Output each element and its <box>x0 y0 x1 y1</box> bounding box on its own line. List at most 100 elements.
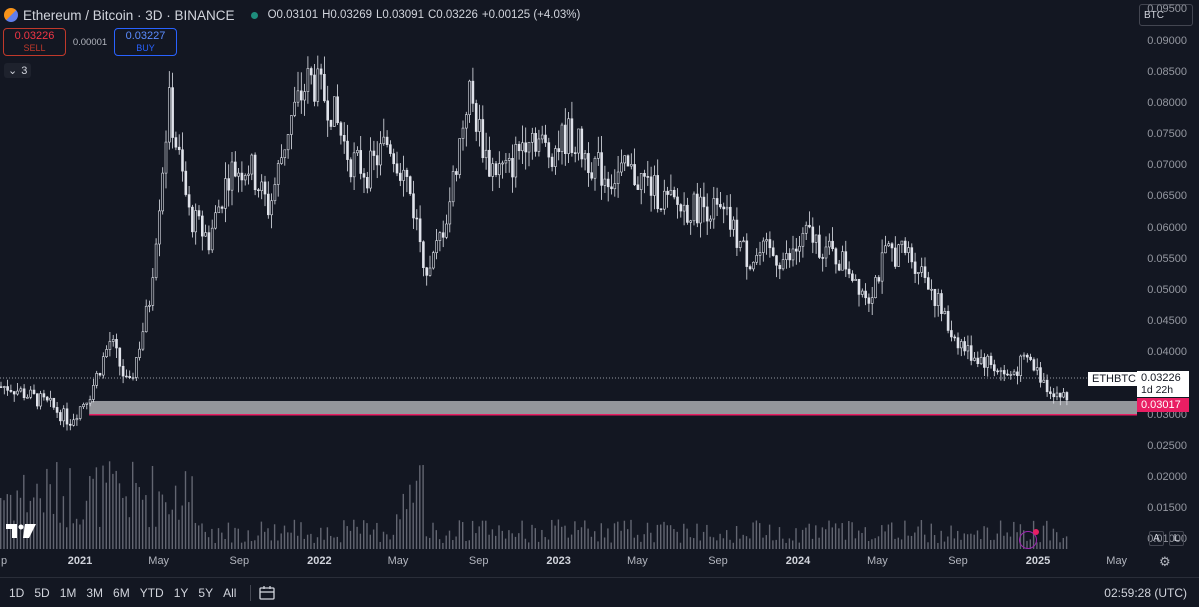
support-price-tag: 0.03017 <box>1137 398 1189 412</box>
volume-bar <box>689 537 692 549</box>
candle <box>276 159 280 197</box>
volume-bar <box>881 525 883 549</box>
range-button-1d[interactable]: 1D <box>9 585 25 600</box>
volume-bar <box>112 473 114 549</box>
volume-bar <box>759 523 761 549</box>
time-tick-label: May <box>626 555 648 567</box>
range-button-5d[interactable]: 5D <box>34 585 50 600</box>
candle <box>220 205 224 214</box>
range-button-ytd[interactable]: YTD <box>139 585 164 600</box>
candle <box>705 193 709 235</box>
volume-bar <box>673 529 675 549</box>
time-axis[interactable]: p 2021 May Sep 2022 May Sep 2023 May Sep 2024 May Se… <box>0 555 1137 571</box>
candle <box>49 390 52 408</box>
volume-bar <box>897 537 899 549</box>
volume-bar <box>887 524 890 549</box>
volume-bar <box>531 524 533 549</box>
range-button-6m[interactable]: 6M <box>113 585 130 600</box>
buy-button[interactable]: 0.03227 BUY <box>114 28 177 56</box>
candle <box>471 67 475 112</box>
volume-bar <box>646 522 649 549</box>
range-button-all[interactable]: All <box>223 585 237 600</box>
indicators-toggle-button[interactable]: ⌄ 3 <box>4 63 32 78</box>
symbol-legend[interactable]: Ethereum / Bitcoin · 3D · BINANCE O0.031… <box>4 6 584 24</box>
volume-bar <box>455 536 457 549</box>
candle <box>864 283 867 306</box>
volume-bar <box>132 461 134 549</box>
candle <box>174 131 178 151</box>
tradingview-logo-icon[interactable] <box>6 522 36 540</box>
candle <box>884 235 887 254</box>
time-tick-label: 2025 <box>1025 555 1051 567</box>
volume-bar <box>435 530 437 549</box>
volume-bar <box>211 528 213 549</box>
candle <box>408 175 412 196</box>
candle <box>263 175 267 207</box>
price-chart-canvas[interactable] <box>0 0 1137 555</box>
lightning-icon[interactable] <box>1019 529 1039 549</box>
range-button-1y[interactable]: 1Y <box>173 585 189 600</box>
candle <box>441 220 445 248</box>
candle <box>923 257 927 284</box>
candle <box>266 181 270 219</box>
volume-bar <box>650 532 652 549</box>
volume-bar <box>943 541 946 549</box>
volume-bar <box>155 526 157 549</box>
calendar-icon[interactable] <box>259 585 276 600</box>
candle <box>415 209 419 231</box>
candle <box>168 71 171 150</box>
range-button-3m[interactable]: 3M <box>86 585 104 600</box>
volume-bar <box>663 521 665 549</box>
candle <box>154 238 158 281</box>
volume-bar <box>409 484 411 549</box>
volume-bar <box>191 476 193 549</box>
candle <box>890 242 894 262</box>
bar-countdown-tag: 1d 22h <box>1137 384 1189 397</box>
candle <box>590 162 594 181</box>
time-tick-label: Sep <box>468 555 489 567</box>
market-status-icon[interactable] <box>250 11 258 19</box>
volume-bar <box>696 523 698 549</box>
volume-bar <box>858 530 860 549</box>
price-axis[interactable]: 0.09500 0.09000 0.08500 0.08000 0.07500 0.070… <box>1137 0 1199 550</box>
volume-bar <box>171 509 173 549</box>
volume-bar <box>128 517 131 549</box>
candle <box>544 124 547 147</box>
volume-bar <box>234 527 236 549</box>
log-scale-button[interactable]: L <box>1169 531 1184 546</box>
volume-bar <box>910 535 913 549</box>
gear-icon[interactable]: ⚙ <box>1159 554 1171 569</box>
volume-bar <box>686 528 688 549</box>
range-button-1m[interactable]: 1M <box>59 585 77 600</box>
time-tick-label: Sep <box>708 555 728 567</box>
candle <box>461 120 465 151</box>
volume-bar <box>894 538 896 549</box>
candle <box>639 172 643 205</box>
volume-bar <box>280 533 282 549</box>
candle <box>530 127 534 160</box>
price-tick-label: 0.06000 <box>1147 221 1187 234</box>
candle <box>359 135 363 180</box>
auto-scale-button[interactable]: A <box>1149 531 1164 546</box>
candle <box>240 161 244 192</box>
candle <box>880 239 884 294</box>
symbol-tag: ETHBTC <box>1087 371 1141 387</box>
currency-selector[interactable]: BTC <box>1139 4 1193 26</box>
symbol-title[interactable]: Ethereum / Bitcoin · 3D · BINANCE <box>23 7 235 23</box>
ohlc-change: +0.00125 (+4.03%) <box>481 9 581 21</box>
volume-bar <box>508 530 510 549</box>
volume-bar <box>511 533 513 549</box>
candle <box>959 338 963 357</box>
volume-bar <box>69 468 71 549</box>
candle <box>62 405 66 428</box>
utc-clock[interactable]: 02:59:28 (UTC) <box>1104 585 1187 600</box>
volume-bar <box>867 541 870 549</box>
candle <box>537 129 541 157</box>
volume-bar <box>514 536 517 549</box>
sell-button[interactable]: 0.03226 SELL <box>3 28 66 56</box>
candle <box>95 370 98 389</box>
volume-bar <box>1003 535 1005 549</box>
candle <box>326 85 330 137</box>
volume-bar <box>9 494 12 549</box>
range-button-5y[interactable]: 5Y <box>198 585 214 600</box>
